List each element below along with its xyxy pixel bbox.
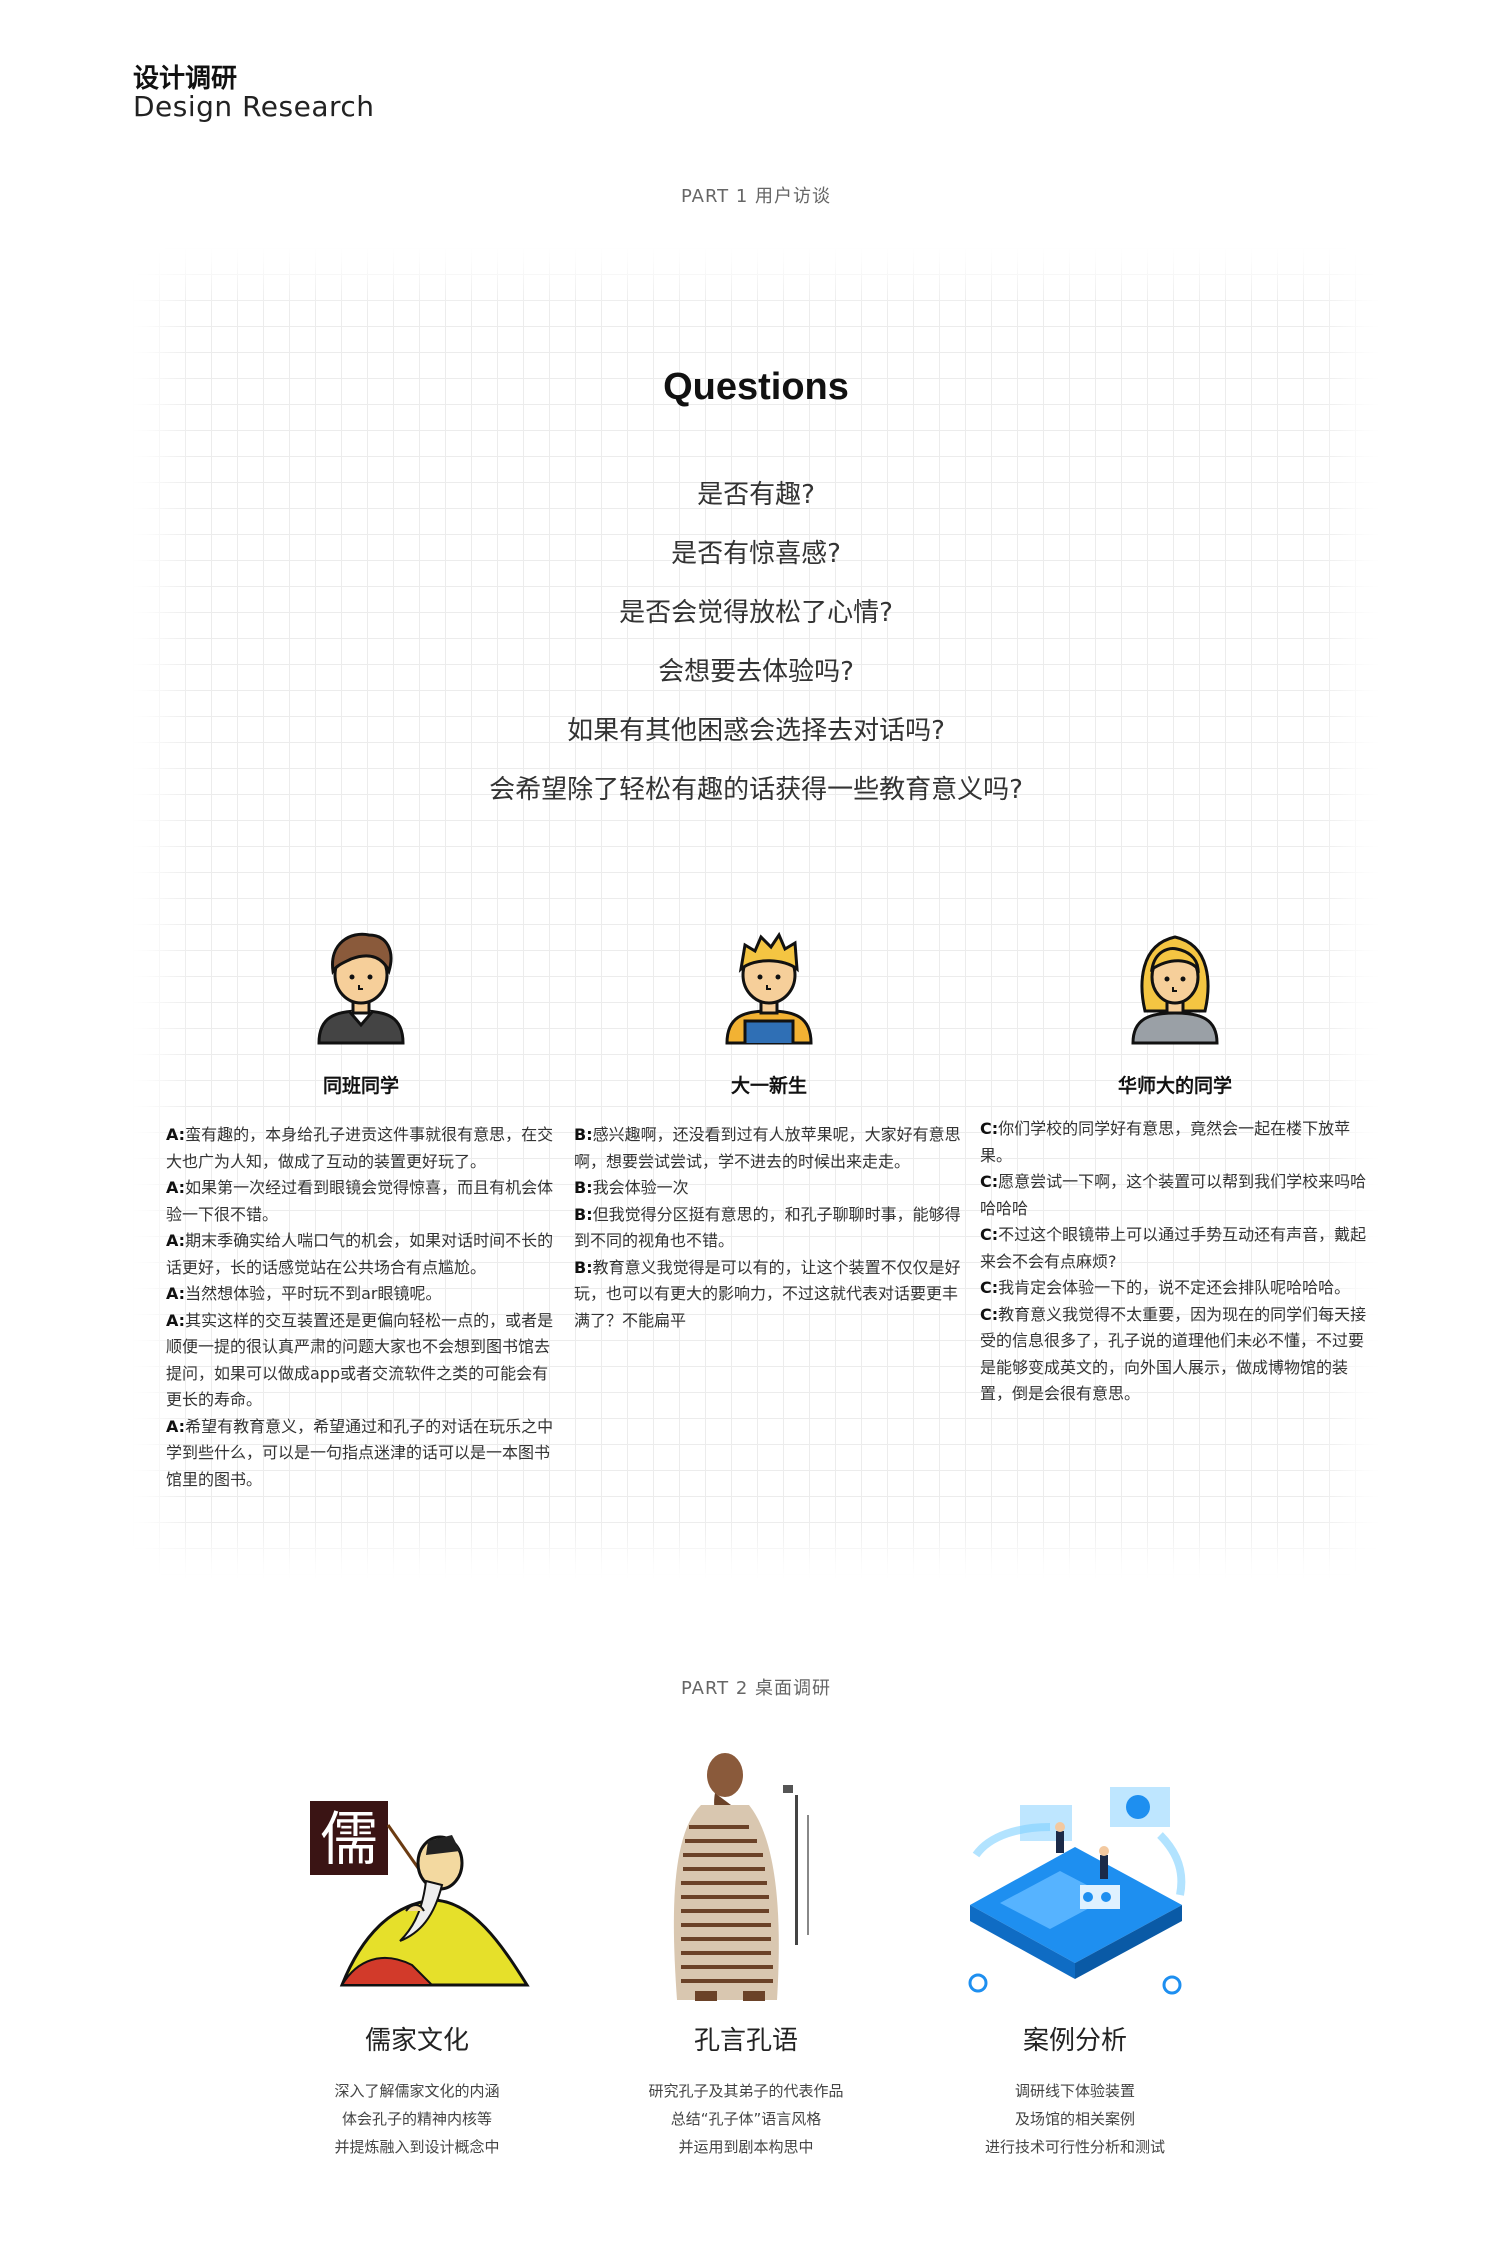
girl-blond-hair-avatar-icon [1131,935,1219,1045]
speaker-label: C: [980,1225,999,1244]
boy-blond-hair-avatar-icon [725,931,813,1045]
answer-line: A:希望有教育意义，希望通过和孔子的对话在玩乐之中学到些什么，可以是一句指点迷津… [166,1414,556,1494]
part2-label: PART 2 桌面调研 [680,1678,832,1699]
speaker-label: A: [166,1284,186,1303]
speaker-label: B: [574,1257,593,1277]
persona-freshman: 大一新生 B:感兴趣啊，还没看到过有人放苹果呢，大家好有意思啊，想要尝试尝试，学… [574,925,964,1334]
answer-line: A:当然想体验，平时玩不到ar眼镜呢。 [166,1281,556,1308]
answer-text: 希望有教育意义，希望通过和孔子的对话在玩乐之中学到些什么，可以是一句指点迷津的话… [166,1416,554,1489]
question-item: 是否有趣? [697,480,815,510]
answer-text: 当然想体验，平时玩不到ar眼镜呢。 [185,1284,442,1303]
isometric-data-platform-icon [968,1787,1186,1995]
question-item: 会想要去体验吗? [658,657,854,687]
answer-line: A:蛮有趣的，本身给孔子进贡这件事就很有意思，在交大也广为人知，做成了互动的装置… [166,1122,556,1175]
answer-line: B:但我觉得分区挺有意思的，和孔子聊聊时事，能够得到不同的视角也不错。 [574,1202,964,1255]
speaker-label: A: [166,1231,186,1250]
card-desc-line: 并运用到剧本构思中 [678,2138,814,2156]
question-item: 会希望除了轻松有趣的话获得一些教育意义吗? [489,775,1023,805]
answer-line: B:教育意义我觉得是可以有的，让这个装置不仅仅是好玩，也可以有更大的影响力，不过… [574,1255,964,1335]
answer-text: 你们学校的同学好有意思，竟然会一起在楼下放苹果。 [980,1119,1351,1165]
part1-label: PART 1 用户访谈 [680,186,832,207]
card-description: 深入了解儒家文化的内涵 体会孔子的精神内核等 并提炼融入到设计概念中 [252,2077,582,2161]
page-title-cn: 设计调研 [133,64,238,94]
card-desc-line: 深入了解儒家文化的内涵 [334,2082,500,2100]
speaker-label: A: [166,1178,186,1197]
card-desc-line: 及场馆的相关案例 [1014,2110,1135,2128]
answer-line: C:教育意义我觉得不太重要，因为现在的同学们每天接受的信息很多了，孔子说的道理他… [980,1302,1370,1408]
speaker-label: B: [574,1125,593,1144]
card-desc-line: 调研线下体验装置 [1014,2082,1135,2100]
speaker-label: B: [574,1204,593,1224]
card-desc-line: 总结“孔子体”语言风格 [670,2110,822,2128]
confucian-scholar-illustration-icon: 儒 [310,1801,530,1987]
card-case-analysis: 案例分析 调研线下体验装置 及场馆的相关案例 进行技术可行性分析和测试 [910,1735,1240,2161]
persona-ecnu-student: 华师大的同学 C:你们学校的同学好有意思，竟然会一起在楼下放苹果。 C:愿意尝试… [980,925,1370,1408]
persona-classmate: 同班同学 A:蛮有趣的，本身给孔子进贡这件事就很有意思，在交大也广为人知，做成了… [166,925,556,1493]
question-item: 是否会觉得放松了心情? [619,598,893,628]
card-desc-line: 进行技术可行性分析和测试 [984,2138,1165,2156]
confucius-text-portrait-icon [673,1753,809,2001]
question-item: 如果有其他困惑会选择去对话吗? [567,716,945,746]
speaker-label: A: [166,1125,186,1144]
answer-line: C:不过这个眼镜带上可以通过手势互动还有声音，戴起来会不会有点麻烦? [980,1222,1370,1275]
questions-list: 是否有趣? 是否有惊喜感? 是否会觉得放松了心情? 会想要去体验吗? 如果有其他… [0,466,1512,820]
banner-character: 儒 [320,1805,378,1873]
answer-line: A:其实这样的交互装置还是更偏向轻松一点的，或者是顺便一提的很认真严肃的问题大家… [166,1308,556,1414]
card-title: 孔言孔语 [693,2026,798,2056]
answer-text: 其实这样的交互装置还是更偏向轻松一点的，或者是顺便一提的很认真严肃的问题大家也不… [166,1310,554,1410]
card-confucian-culture: 儒 儒家文化 深入了解儒家文化的内涵 体会孔子的精神内核等 并提炼融入到设计概念… [252,1735,582,2161]
speaker-label: A: [166,1416,186,1436]
answer-text: 如果第一次经过看到眼镜会觉得惊喜，而且有机会体验一下很不错。 [166,1178,554,1224]
answer-text: 感兴趣啊，还没看到过有人放苹果呢，大家好有意思啊，想要尝试尝试，学不进去的时候出… [574,1125,961,1171]
card-description: 调研线下体验装置 及场馆的相关案例 进行技术可行性分析和测试 [910,2077,1240,2161]
card-confucius-quotes: 孔言孔语 研究孔子及其弟子的代表作品 总结“孔子体”语言风格 并运用到剧本构思中 [581,1735,911,2161]
answer-text: 愿意尝试一下啊，这个装置可以帮到我们学校来吗哈哈哈哈 [980,1172,1367,1218]
page-title-en: Design Research [133,90,375,123]
answer-line: B:我会体验一次 [574,1175,964,1202]
speaker-label: C: [980,1119,999,1138]
answer-line: C:愿意尝试一下啊，这个装置可以帮到我们学校来吗哈哈哈哈 [980,1169,1370,1222]
speaker-label: C: [980,1172,999,1191]
answer-text: 教育意义我觉得不太重要，因为现在的同学们每天接受的信息很多了，孔子说的道理他们未… [980,1304,1367,1404]
card-title: 案例分析 [1022,2026,1127,2056]
speaker-label: C: [980,1278,999,1297]
card-desc-line: 并提炼融入到设计概念中 [334,2138,500,2156]
speaker-label: C: [980,1304,999,1324]
speaker-label: B: [574,1178,593,1197]
answer-text: 蛮有趣的，本身给孔子进贡这件事就很有意思，在交大也广为人知，做成了互动的装置更好… [166,1125,554,1171]
answer-text: 我会体验一次 [592,1178,689,1197]
card-desc-line: 体会孔子的精神内核等 [341,2110,492,2128]
answer-line: B:感兴趣啊，还没看到过有人放苹果呢，大家好有意思啊，想要尝试尝试，学不进去的时… [574,1122,964,1175]
answer-line: C:我肯定会体验一下的，说不定还会排队呢哈哈哈。 [980,1275,1370,1302]
answer-text: 期末季确实给人喘口气的机会，如果对话时间不长的话更好，长的话感觉站在公共场合有点… [166,1231,554,1277]
grid-background [133,248,1378,1578]
speaker-label: A: [166,1310,186,1330]
question-item: 是否有惊喜感? [671,539,841,569]
answer-line: C:你们学校的同学好有意思，竟然会一起在楼下放苹果。 [980,1116,1370,1169]
questions-title: Questions [663,366,849,408]
card-desc-line: 研究孔子及其弟子的代表作品 [648,2082,844,2100]
answer-line: A:如果第一次经过看到眼镜会觉得惊喜，而且有机会体验一下很不错。 [166,1175,556,1228]
card-title: 儒家文化 [364,2026,469,2056]
persona-name: 大一新生 [730,1075,807,1097]
persona-answers: B:感兴趣啊，还没看到过有人放苹果呢，大家好有意思啊，想要尝试尝试，学不进去的时… [574,1122,964,1334]
answer-line: A:期末季确实给人喘口气的机会，如果对话时间不长的话更好，长的话感觉站在公共场合… [166,1228,556,1281]
boy-brown-hair-avatar-icon [317,932,405,1045]
answer-text: 但我觉得分区挺有意思的，和孔子聊聊时事，能够得到不同的视角也不错。 [574,1204,961,1251]
persona-answers: C:你们学校的同学好有意思，竟然会一起在楼下放苹果。 C:愿意尝试一下啊，这个装… [980,1116,1370,1408]
persona-name: 华师大的同学 [1117,1075,1232,1097]
answer-text: 我肯定会体验一下的，说不定还会排队呢哈哈哈。 [998,1278,1351,1297]
persona-name: 同班同学 [322,1075,399,1097]
persona-answers: A:蛮有趣的，本身给孔子进贡这件事就很有意思，在交大也广为人知，做成了互动的装置… [166,1122,556,1493]
card-description: 研究孔子及其弟子的代表作品 总结“孔子体”语言风格 并运用到剧本构思中 [581,2077,911,2161]
answer-text: 教育意义我觉得是可以有的，让这个装置不仅仅是好玩，也可以有更大的影响力，不过这就… [574,1257,961,1330]
answer-text: 不过这个眼镜带上可以通过手势互动还有声音，戴起来会不会有点麻烦? [980,1225,1367,1271]
